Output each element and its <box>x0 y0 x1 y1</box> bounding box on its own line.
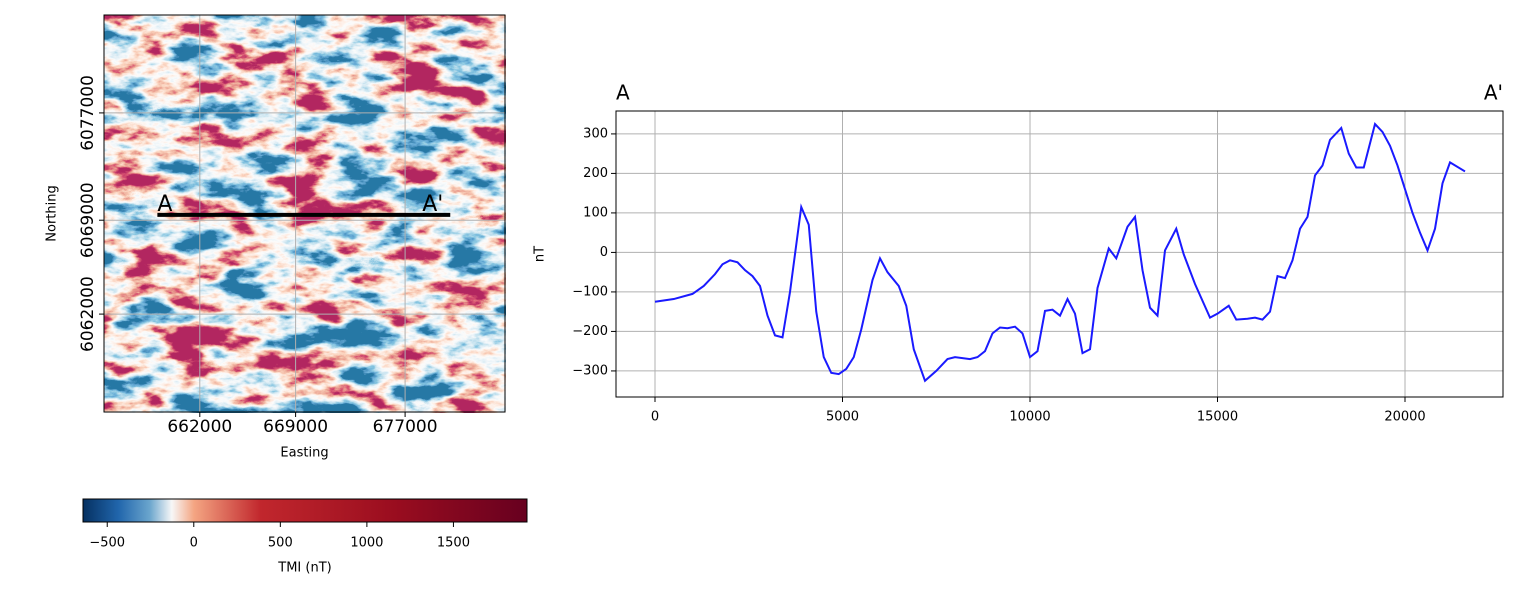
x-axis-label: Easting <box>280 446 328 461</box>
y-tick-label: 6077000 <box>78 75 98 151</box>
x-tick-label: 662000 <box>167 417 232 437</box>
y-axis-label: Northing <box>45 185 60 241</box>
y-axis-label: nT <box>533 246 548 262</box>
y-tick-label: 6062000 <box>78 276 98 352</box>
title-left: A <box>616 81 630 105</box>
colorbar-tick-label: 0 <box>190 536 198 551</box>
axes-frame <box>615 110 1504 398</box>
colorbar-tick-label: 1500 <box>437 536 470 551</box>
y-tick-label: 300 <box>583 126 608 141</box>
y-tick-label: −100 <box>572 284 608 299</box>
profile-series <box>654 122 1466 383</box>
x-tick-label: 10000 <box>1009 410 1050 425</box>
profile-label: A <box>157 192 172 217</box>
axes-frame <box>103 14 506 413</box>
y-tick-label: −200 <box>572 324 608 339</box>
x-tick-label: 15000 <box>1197 410 1238 425</box>
colorbar <box>82 498 528 523</box>
x-tick-label: 677000 <box>373 417 438 437</box>
y-tick-label: 6069000 <box>78 182 98 258</box>
colorbar-tick-label: 500 <box>268 536 293 551</box>
colorbar-tick-label: 1000 <box>350 536 383 551</box>
profile-label: A' <box>422 192 443 217</box>
x-tick-label: 5000 <box>826 410 859 425</box>
y-tick-label: 0 <box>600 245 608 260</box>
x-tick-label: 20000 <box>1384 410 1425 425</box>
colorbar-tick-label: −500 <box>89 536 125 551</box>
y-tick-label: 100 <box>583 205 608 220</box>
y-tick-label: −300 <box>572 363 608 378</box>
title-right: A' <box>1484 81 1503 105</box>
x-tick-label: 669000 <box>263 417 328 437</box>
y-tick-label: 200 <box>583 166 608 181</box>
colorbar-label: TMI (nT) <box>277 561 331 576</box>
x-tick-label: 0 <box>651 410 659 425</box>
